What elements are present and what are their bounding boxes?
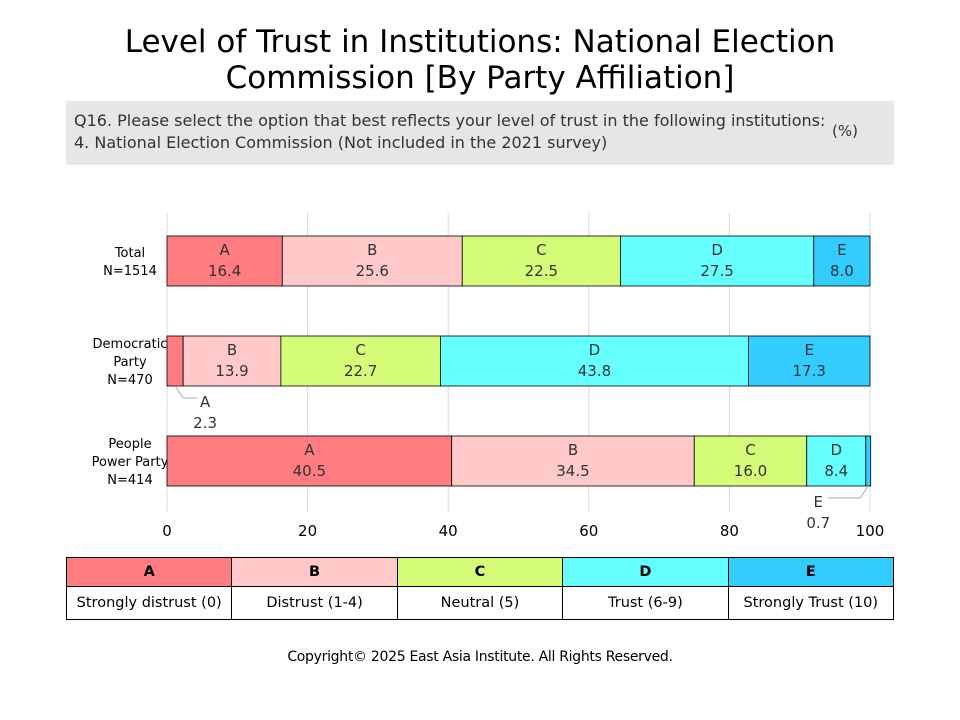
category-label-2-0: People bbox=[108, 437, 151, 452]
bar-0-A bbox=[166, 235, 283, 287]
question-line-2: 4. National Election Commission (Not inc… bbox=[74, 133, 608, 152]
bar-series-label-0-C: C bbox=[536, 241, 546, 259]
x-tick-label-20: 20 bbox=[298, 522, 317, 540]
bar-1-D bbox=[440, 335, 749, 387]
bar-value-label-1-A: 2.3 bbox=[193, 414, 217, 432]
unit-label: (%) bbox=[832, 122, 858, 140]
x-tick-label-80: 80 bbox=[720, 522, 739, 540]
category-label-0-1: N=1514 bbox=[103, 264, 157, 279]
x-tick-label-40: 40 bbox=[439, 522, 458, 540]
bar-2-C bbox=[693, 435, 808, 487]
legend-desc-d: Trust (6-9) bbox=[562, 586, 729, 620]
bar-value-label-1-C: 22.7 bbox=[344, 362, 377, 380]
bar-series-label-1-B: B bbox=[227, 341, 237, 359]
bar-series-label-0-B: B bbox=[367, 241, 377, 259]
category-label-2-1: Power Party bbox=[92, 455, 169, 470]
bar-1-B bbox=[182, 335, 282, 387]
legend-desc-b: Distrust (1-4) bbox=[231, 586, 398, 620]
bar-series-label-1-A: A bbox=[200, 393, 211, 411]
leader-line-2-E bbox=[828, 485, 869, 499]
bar-series-label-2-E: E bbox=[814, 493, 823, 511]
bar-2-D bbox=[806, 435, 867, 487]
bar-value-label-0-E: 8.0 bbox=[830, 262, 854, 280]
legend-code-b: B bbox=[231, 557, 398, 587]
bar-series-label-2-A: A bbox=[304, 441, 315, 459]
bar-value-label-2-C: 16.0 bbox=[734, 462, 767, 480]
category-label-1-1: Party bbox=[113, 355, 147, 370]
legend-code-d: D bbox=[562, 557, 729, 587]
bar-series-label-0-E: E bbox=[837, 241, 846, 259]
bar-0-E bbox=[813, 235, 871, 287]
bar-series-label-0-D: D bbox=[711, 241, 723, 259]
legend-code-a: A bbox=[65, 557, 233, 587]
x-tick-label-0: 0 bbox=[162, 522, 172, 540]
stacked-bar-chart: 0 20 40 60 80 100 Total N=1514 Democratic Party N=… bbox=[92, 212, 885, 540]
bar-series-label-2-C: C bbox=[745, 441, 755, 459]
title-line-1: Level of Trust in Institutions: National… bbox=[124, 24, 836, 60]
bar-series-label-1-C: C bbox=[355, 341, 365, 359]
bar-series-label-1-D: D bbox=[589, 341, 601, 359]
chart-title: Level of Trust in Institutions: National… bbox=[0, 24, 960, 96]
bar-value-label-2-E: 0.7 bbox=[806, 514, 830, 532]
legend-codes-row: A B C D E bbox=[65, 557, 895, 587]
legend-code-e: E bbox=[727, 557, 895, 587]
question-box: Q16. Please select the option that best … bbox=[66, 101, 894, 165]
bar-0-C bbox=[461, 235, 621, 287]
bar-series-label-2-B: B bbox=[568, 441, 578, 459]
x-tick-label-100: 100 bbox=[856, 522, 885, 540]
legend-desc-c: Neutral (5) bbox=[396, 586, 564, 620]
question-line-1: Q16. Please select the option that best … bbox=[74, 111, 826, 130]
bar-2-B bbox=[451, 435, 695, 487]
copyright-notice: Copyright© 2025 East Asia Institute. All… bbox=[287, 649, 673, 665]
legend-table: A B C D E Strongly distrust (0) Distrust… bbox=[65, 557, 895, 620]
bar-value-label-1-D: 43.8 bbox=[578, 362, 611, 380]
bar-series-label-1-E: E bbox=[804, 341, 813, 359]
category-label-1-2: N=470 bbox=[107, 373, 152, 388]
bar-1-C bbox=[280, 335, 441, 387]
bar-series-label-2-D: D bbox=[830, 441, 842, 459]
bar-value-label-0-A: 16.4 bbox=[208, 262, 241, 280]
legend-code-c: C bbox=[396, 557, 564, 587]
legend-desc-e: Strongly Trust (10) bbox=[727, 586, 895, 620]
title-line-2: Commission [By Party Affiliation] bbox=[225, 60, 735, 96]
bar-1-E bbox=[747, 335, 871, 387]
bar-value-label-0-D: 27.5 bbox=[700, 262, 733, 280]
category-label-2-2: N=414 bbox=[107, 473, 152, 488]
bar-value-label-1-E: 17.3 bbox=[792, 362, 825, 380]
legend-descriptions-row: Strongly distrust (0) Distrust (1-4) Neu… bbox=[65, 586, 895, 620]
bar-value-label-2-B: 34.5 bbox=[556, 462, 589, 480]
category-label-0-0: Total bbox=[114, 246, 145, 261]
legend-desc-a: Strongly distrust (0) bbox=[65, 586, 233, 620]
bar-value-label-0-C: 22.5 bbox=[525, 262, 558, 280]
bar-value-label-0-B: 25.6 bbox=[356, 262, 389, 280]
x-tick-label-60: 60 bbox=[579, 522, 598, 540]
bar-2-A bbox=[166, 435, 453, 487]
bar-value-label-1-B: 13.9 bbox=[215, 362, 248, 380]
leader-line-1-A bbox=[174, 385, 198, 399]
bar-1-A bbox=[166, 335, 184, 387]
bar-value-label-2-A: 40.5 bbox=[293, 462, 326, 480]
bar-2-E bbox=[865, 435, 872, 487]
bar-0-B bbox=[281, 235, 463, 287]
bar-value-label-2-D: 8.4 bbox=[824, 462, 848, 480]
category-label-1-0: Democratic bbox=[93, 337, 168, 352]
bar-series-label-0-A: A bbox=[220, 241, 231, 259]
